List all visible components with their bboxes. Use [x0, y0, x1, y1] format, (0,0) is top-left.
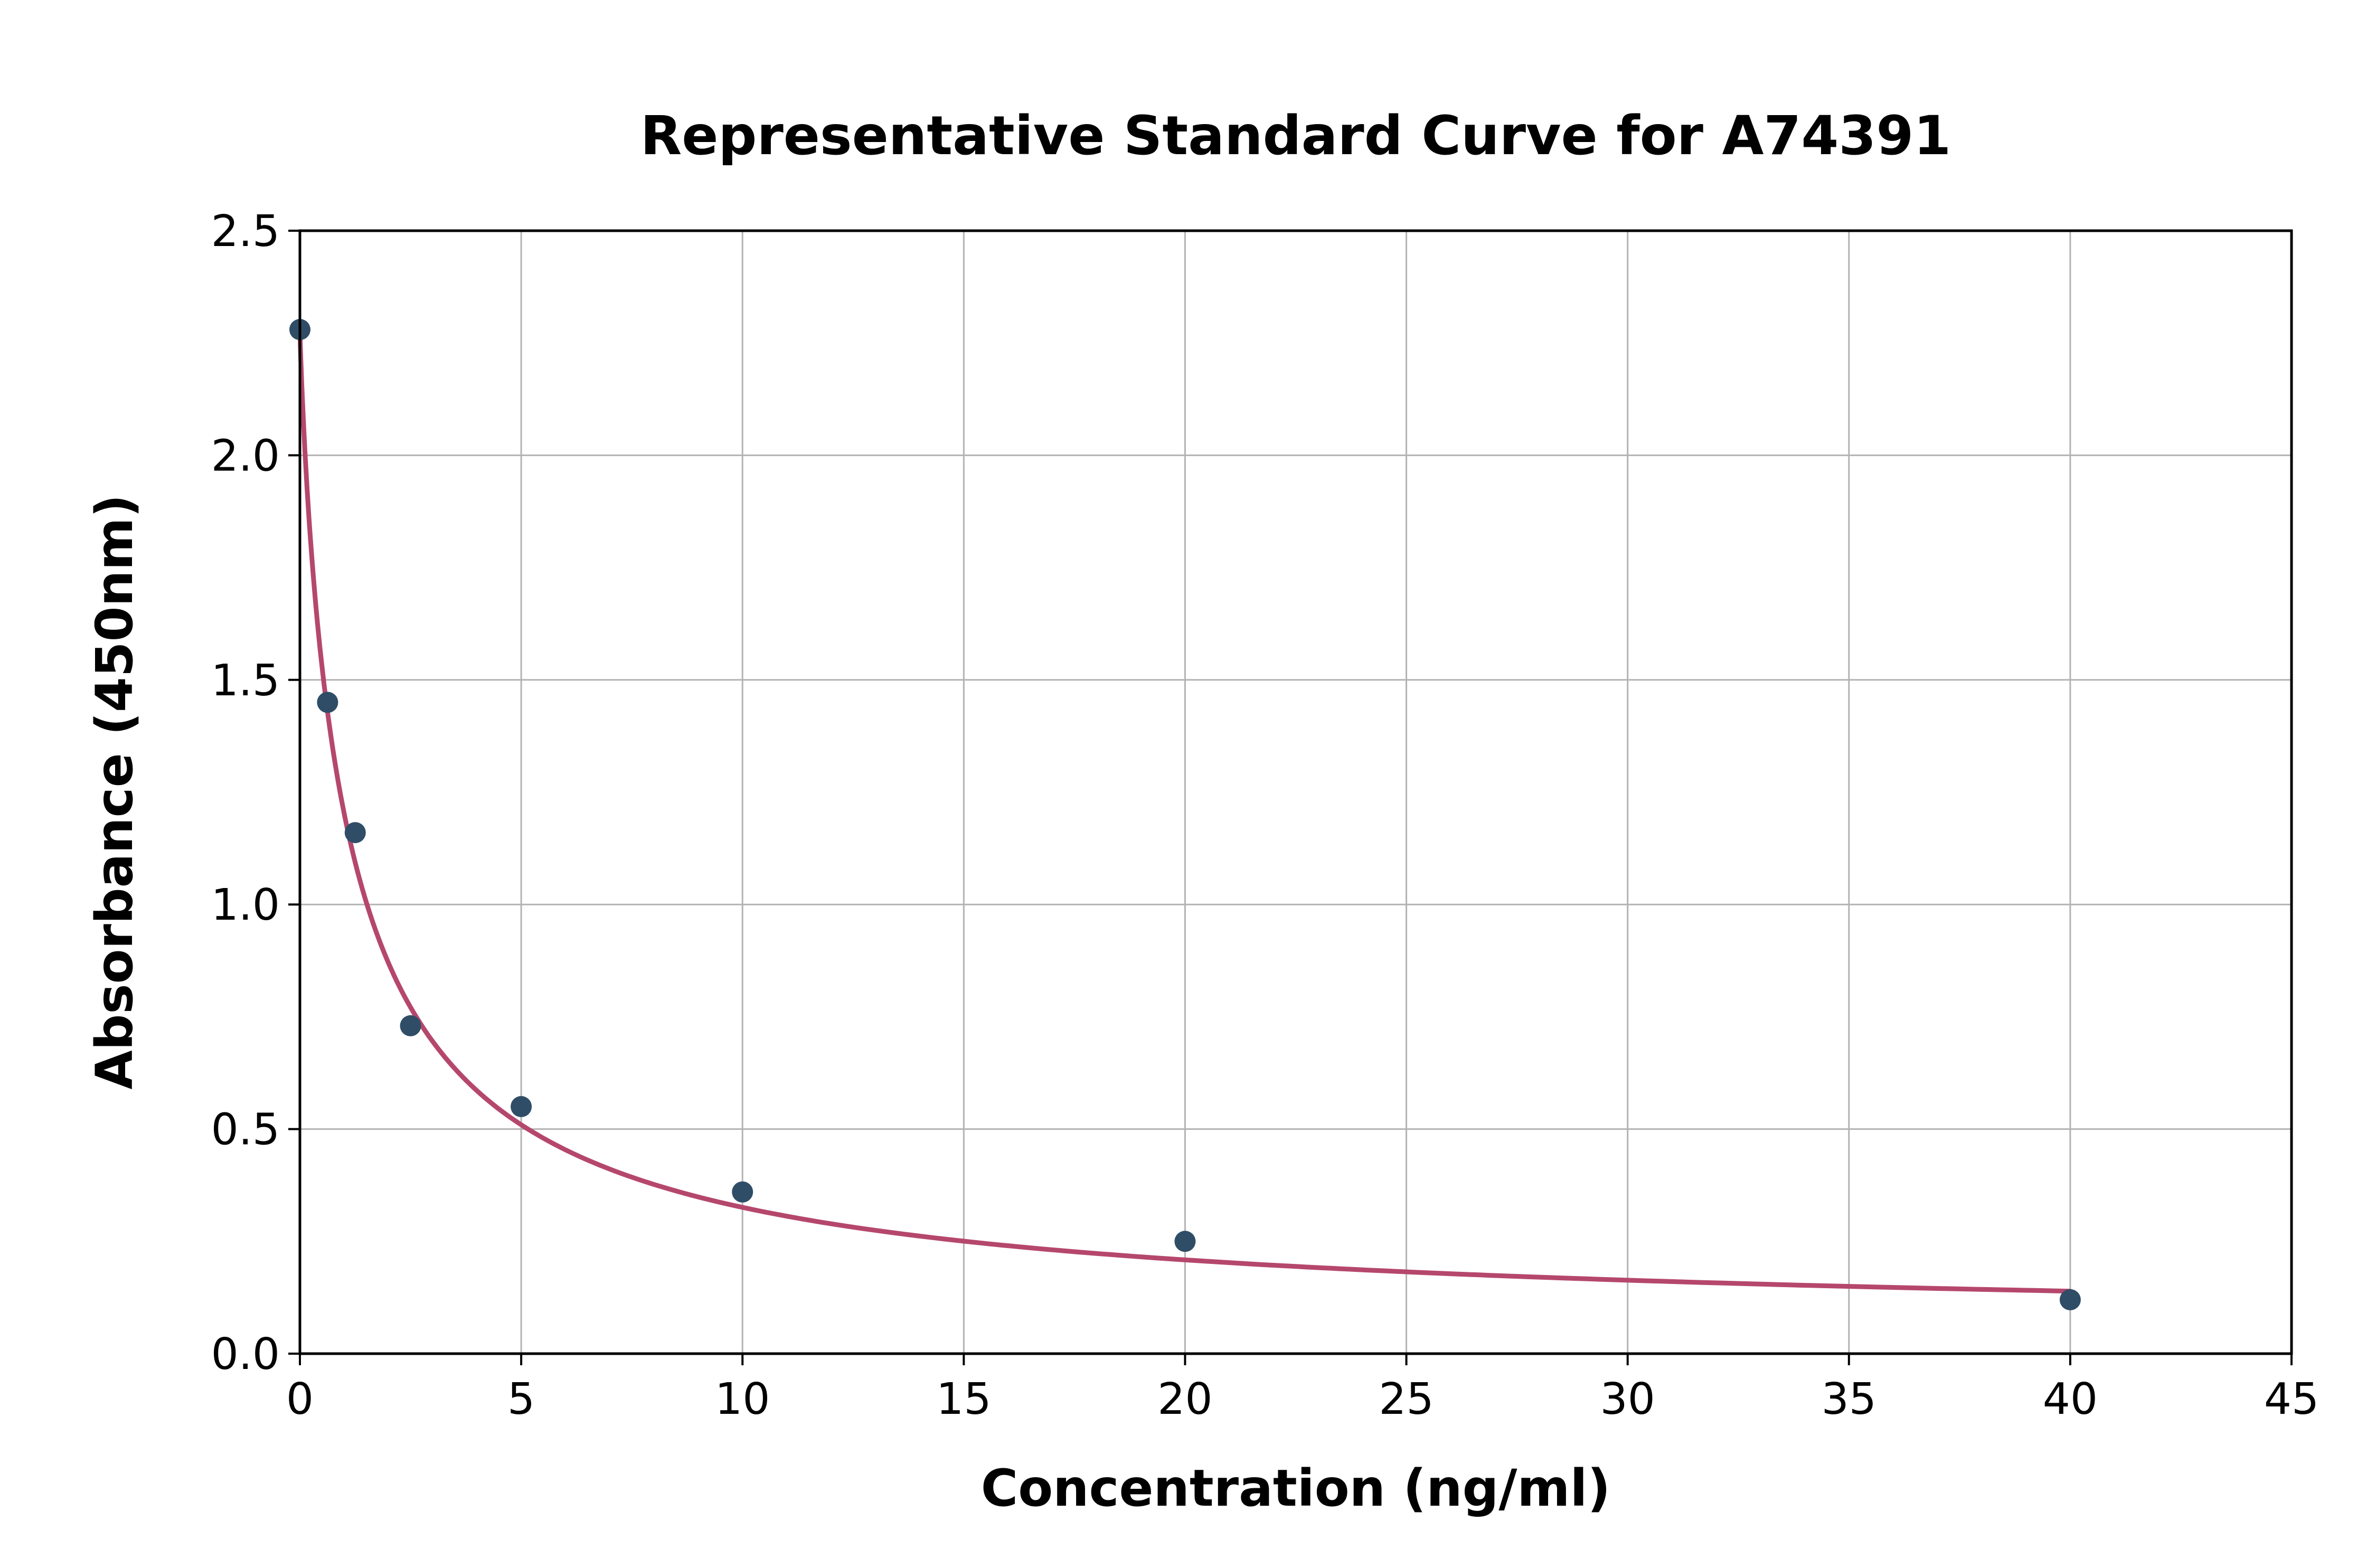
x-tick-label: 15: [936, 1374, 991, 1424]
x-tick-label: 20: [1157, 1374, 1212, 1424]
y-tick-label: 0.0: [211, 1329, 280, 1380]
data-point: [317, 692, 338, 713]
data-point: [732, 1181, 753, 1203]
series-layer: [289, 319, 2081, 1310]
data-point: [2059, 1289, 2081, 1310]
x-tick-label: 30: [1600, 1374, 1655, 1424]
plot-border: [298, 229, 2293, 1355]
x-axis-label: Concentration (ng/ml): [981, 1459, 1610, 1518]
y-tick-label: 1.0: [211, 880, 280, 930]
x-tick-label: 5: [507, 1374, 535, 1424]
x-tick-label: 0: [286, 1374, 314, 1424]
y-axis-label: Absorbance (450nm): [85, 494, 144, 1089]
x-tick-label: 25: [1379, 1374, 1434, 1424]
axes-layer: [288, 229, 2293, 1365]
data-point: [400, 1015, 421, 1036]
data-point: [1174, 1231, 1196, 1252]
y-tick-label: 1.5: [211, 656, 280, 706]
tick-label-layer: 0 5 10 15 20 25 30 35 40 45 0.0 0.5 1.0 1.5 2.0 2.5: [211, 206, 2320, 1424]
x-tick-label: 45: [2264, 1374, 2319, 1424]
chart-title: Representative Standard Curve for A74391: [640, 105, 1951, 167]
y-tick-label: 2.5: [211, 206, 280, 257]
y-tick-label: 2.0: [211, 431, 280, 481]
data-point: [344, 822, 366, 844]
x-tick-label: 10: [715, 1374, 770, 1424]
y-tick-label: 0.5: [211, 1105, 280, 1155]
x-tick-label: 35: [1822, 1374, 1877, 1424]
grid-layer: [299, 230, 2293, 1355]
x-tick-label: 40: [2043, 1374, 2098, 1424]
data-point: [511, 1096, 532, 1118]
